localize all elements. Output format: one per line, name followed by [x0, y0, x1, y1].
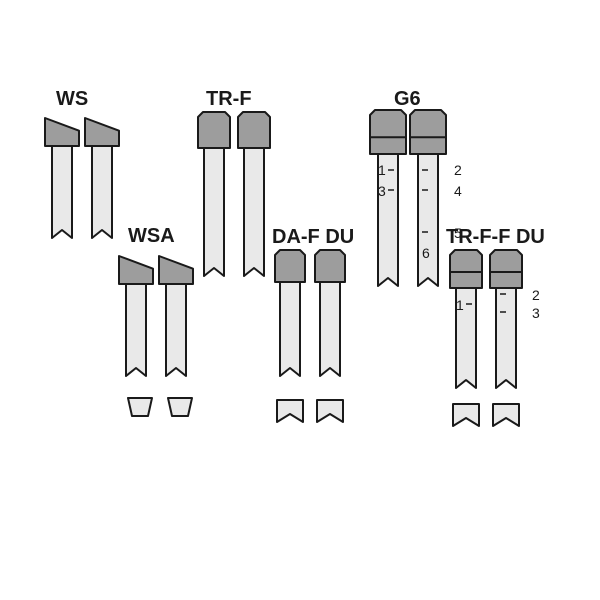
num-g6-0: 1 [378, 162, 386, 178]
shaft-ws-1 [92, 146, 112, 238]
label-wsa: WSA [128, 225, 175, 247]
shaft-trf-1 [244, 148, 264, 276]
shaft-wsa-1 [166, 284, 186, 376]
label-g6: G6 [394, 88, 421, 110]
label-trffdu: TR-F-F DU [446, 226, 545, 248]
shaft-trffdu-1 [496, 288, 516, 388]
shaft-g6-1 [418, 154, 438, 286]
label-trf: TR-F [206, 88, 252, 110]
label-dafdu: DA-F DU [272, 226, 354, 248]
head-trf-1 [238, 112, 270, 148]
num-g6-1: 2 [454, 162, 462, 178]
head-g6-0 [370, 110, 406, 154]
num-trffdu-0: 1 [456, 297, 464, 313]
head-trffdu-1 [490, 250, 522, 288]
label-ws: WS [56, 88, 88, 110]
num-trffdu-1: 2 [532, 287, 540, 303]
head-g6-1 [410, 110, 446, 154]
shaft-ws-0 [52, 146, 72, 238]
num-trffdu-2: 3 [532, 305, 540, 321]
extra-wsa-0 [128, 398, 152, 416]
num-g6-2: 3 [378, 183, 386, 199]
shaft-wsa-0 [126, 284, 146, 376]
shaft-trf-0 [204, 148, 224, 276]
num-g6-3: 4 [454, 183, 462, 199]
head-trffdu-0 [450, 250, 482, 288]
head-trf-0 [198, 112, 230, 148]
shaft-dafdu-1 [320, 282, 340, 376]
extra-wsa-1 [168, 398, 192, 416]
num-g6-5: 6 [422, 245, 430, 261]
head-dafdu-1 [315, 250, 345, 282]
shaft-dafdu-0 [280, 282, 300, 376]
head-dafdu-0 [275, 250, 305, 282]
